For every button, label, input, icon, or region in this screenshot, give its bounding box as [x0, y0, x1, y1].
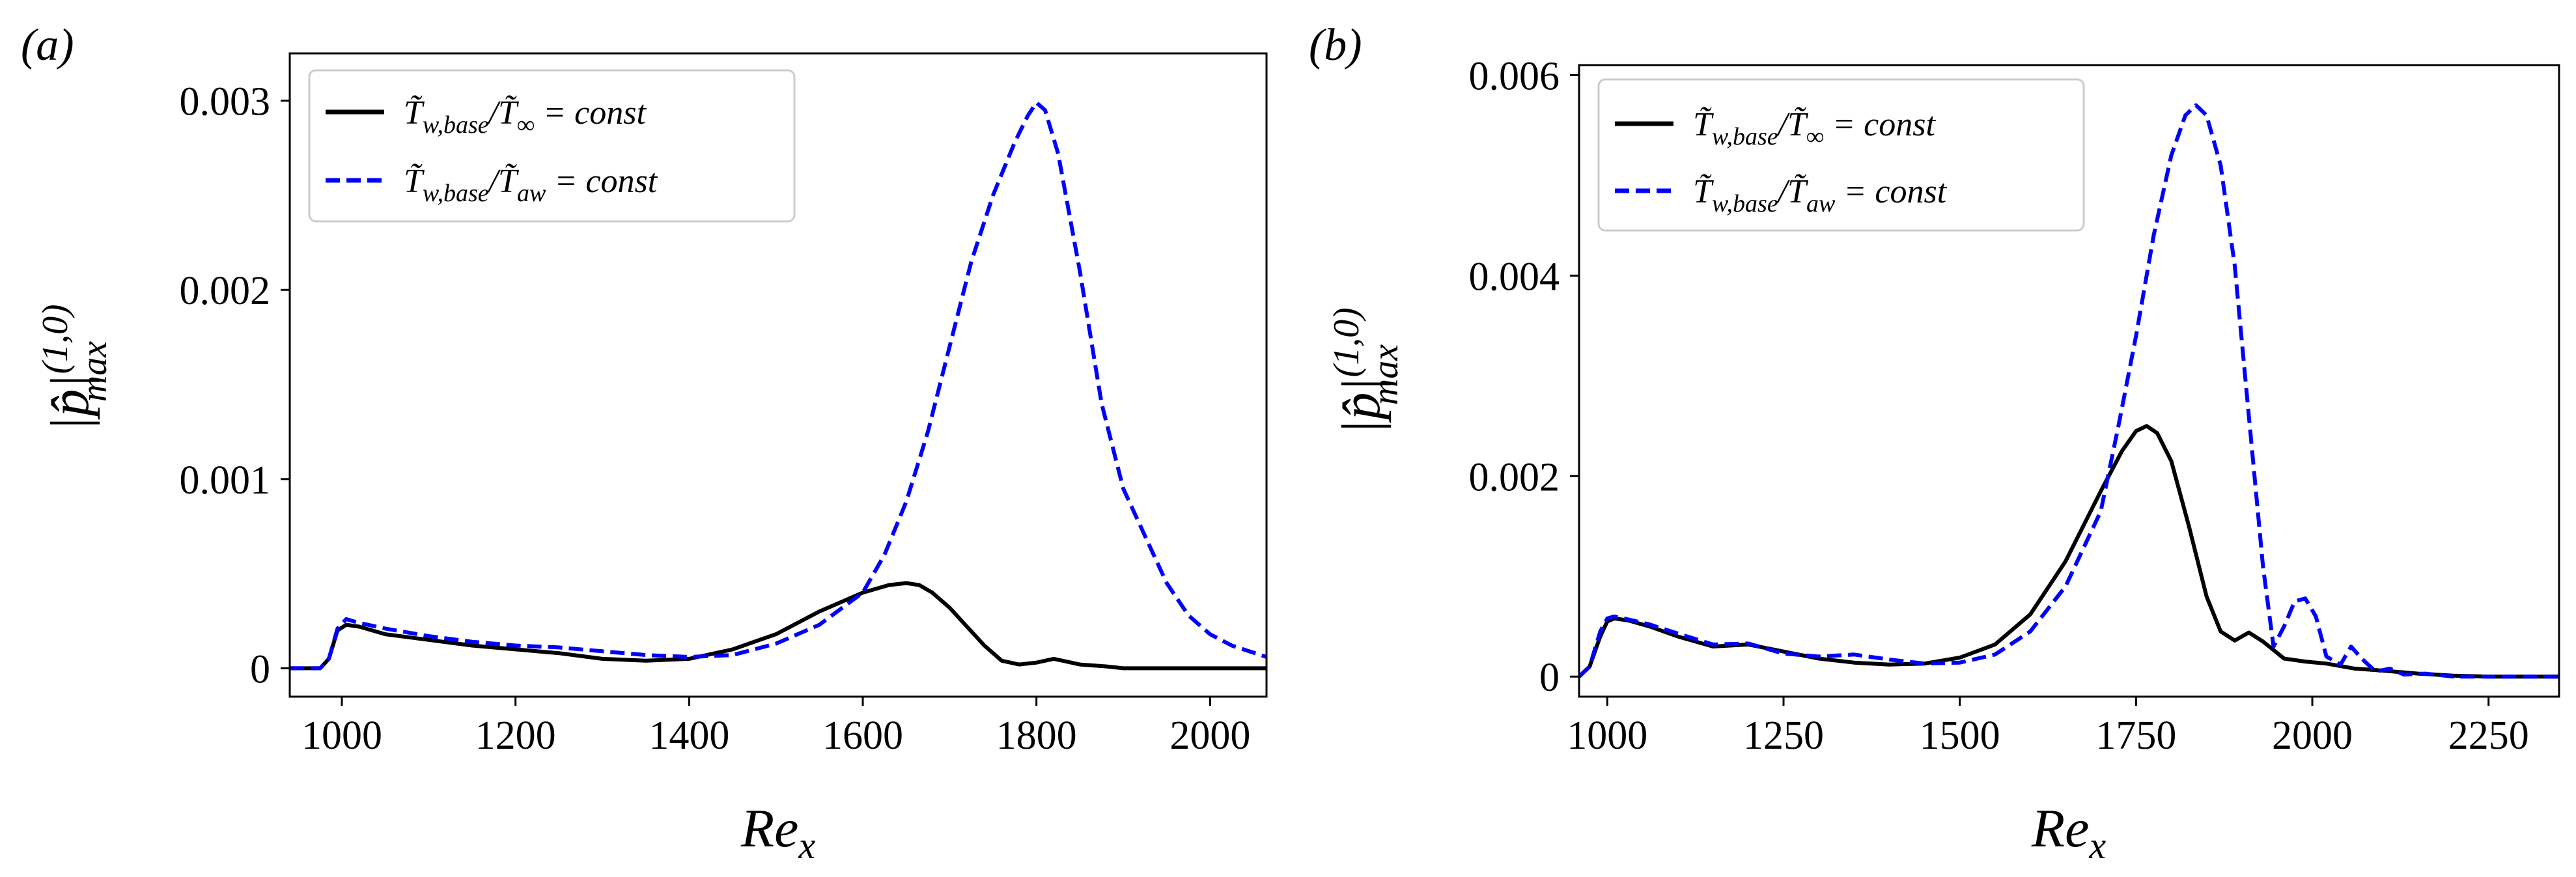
panel-b-xtick-label-0: 1000 [1567, 714, 1647, 758]
panel-b-ytick-label-3: 0.006 [1469, 54, 1560, 98]
panel-a-label: (a) [21, 20, 74, 70]
panel-a-y-axis-label-sub: max [74, 341, 115, 402]
panel-b-lines [1579, 103, 2559, 679]
panel-b-ytick-labels: 0 0.002 0.004 0.006 [1469, 54, 1560, 700]
svg-text:|p̂|(1,0)max: |p̂|(1,0)max [1326, 307, 1406, 434]
svg-text:|p̂|(1,0)max: |p̂|(1,0)max [35, 304, 115, 431]
panel-a-frame [288, 52, 1268, 698]
panel-a-y-axis-label: |p̂|(1,0)max [35, 304, 115, 431]
panel-a-legend-entry-1: T̃w,base/T̃aw = const [404, 163, 658, 207]
panel-b-ytick-label-0: 0 [1539, 656, 1560, 700]
panel-b: (b) |p̂|(1,0)max 0 0.002 0.004 0.006 1000 12… [1309, 20, 2560, 867]
panel-b-y-axis-label-sup: (1,0) [1326, 307, 1367, 377]
panel-a-x-axis-label: Rex [740, 798, 816, 867]
panel-a-y-axis-label-sup: (1,0) [35, 304, 76, 374]
panel-b-xtick-labels: 1000 1250 1500 1750 2000 2250 [1567, 714, 2528, 758]
panel-b-frame [1578, 64, 2560, 698]
panel-b-legend: T̃w,base/T̃∞ = const T̃w,base/T̃aw = con… [1597, 78, 2085, 232]
panel-a-ytick-labels: 0 0.001 0.002 0.003 [180, 80, 271, 692]
panel-a-xtick-label-0: 1000 [301, 714, 382, 758]
panel-a-ytick-label-0: 0 [250, 647, 270, 691]
panel-a-lines [290, 100, 1267, 671]
panel-a-series-1-line [290, 100, 1267, 671]
panel-a-ytick-label-3: 0.003 [180, 80, 271, 124]
panel-a-ytick-label-2: 0.002 [180, 269, 271, 313]
panel-a-xtick-labels: 1000 1200 1400 1600 1800 2000 [301, 714, 1250, 758]
panel-a-tick-marks [281, 100, 1211, 706]
panel-b-ytick-label-1: 0.002 [1469, 455, 1560, 499]
panel-a-series-0-line [290, 581, 1267, 671]
panel-b-label: (b) [1309, 20, 1362, 70]
panel-b-xtick-label-1: 1250 [1743, 714, 1824, 758]
panel-b-legend-box [1597, 78, 2085, 232]
panel-a-ytick-label-1: 0.001 [180, 458, 271, 503]
panel-b-xtick-label-5: 2250 [2448, 714, 2529, 758]
panel-b-y-axis-label-sub: max [1365, 344, 1406, 405]
panel-b-legend-entry-1: T̃w,base/T̃aw = const [1693, 173, 1948, 217]
panel-b-ytick-label-2: 0.004 [1469, 255, 1560, 299]
panel-a-xtick-label-4: 1800 [996, 714, 1077, 758]
panel-b-y-axis-label-main: |p̂| [1331, 378, 1392, 435]
panel-b-tick-marks [1570, 74, 2490, 706]
panel-b-x-axis-label: Rex [2031, 798, 2107, 867]
panel-a: (a) |p̂|(1,0)max 0 0.001 0.002 0.003 1000 12… [21, 20, 1268, 867]
panel-a-y-axis-label-main: |p̂| [40, 374, 100, 432]
panel-a-legend-box [308, 69, 796, 223]
panel-b-xtick-label-3: 1750 [2095, 714, 2176, 758]
panel-a-xtick-label-2: 1400 [649, 714, 729, 758]
panel-b-xtick-label-4: 2000 [2272, 714, 2353, 758]
panel-b-series-1-line [1579, 103, 2559, 679]
panel-a-xtick-label-3: 1600 [822, 714, 903, 758]
panel-b-legend-entry-0: T̃w,base/T̃∞ = const [1693, 106, 1936, 150]
panel-b-series-0-line [1579, 424, 2559, 679]
panel-b-y-axis-label: |p̂|(1,0)max [1326, 307, 1406, 434]
panel-a-legend: T̃w,base/T̃∞ = const T̃w,base/T̃aw = con… [308, 69, 796, 223]
panel-a-xtick-label-1: 1200 [475, 714, 556, 758]
panel-a-legend-entry-0: T̃w,base/T̃∞ = const [404, 94, 647, 139]
panel-a-xtick-label-5: 2000 [1169, 714, 1250, 758]
panel-b-xtick-label-2: 1500 [1920, 714, 2000, 758]
